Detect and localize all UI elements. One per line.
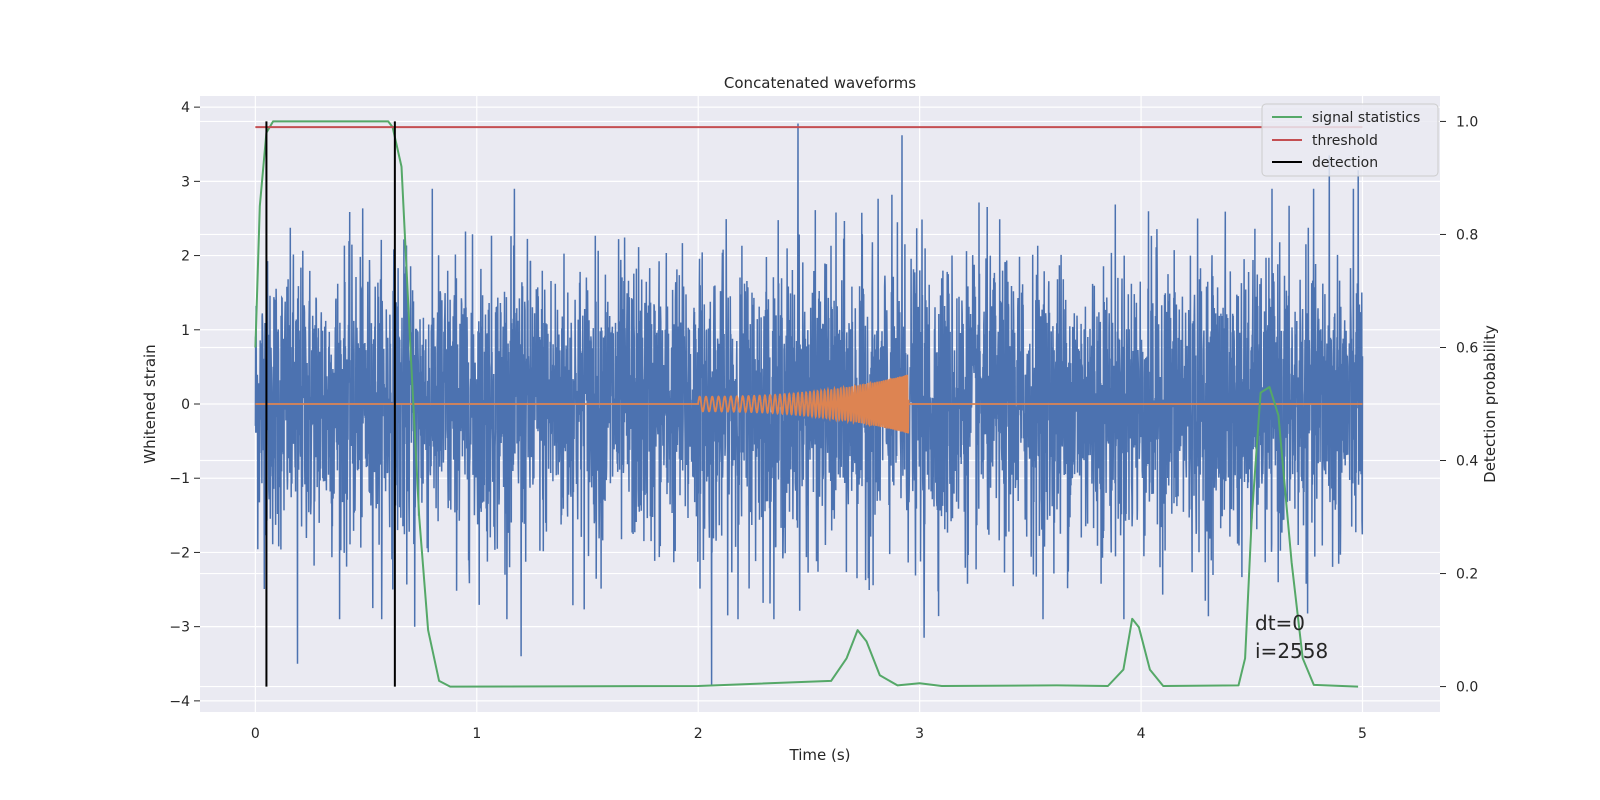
legend-box [1261,103,1439,177]
right-y-tick-label: 0.6 [1456,340,1478,356]
annotation-line-1: dt=0 [1255,611,1305,635]
y-tick-label: −2 [169,545,190,561]
y-tick-label: −3 [169,620,190,636]
y-tick-label: 0 [181,397,190,413]
x-axis-ticks: 0 1 2 3 4 5 [251,726,1367,742]
y-tick-label: 1 [181,323,190,339]
x-tick-label: 4 [1137,726,1146,742]
legend-label-threshold: threshold [1312,133,1378,149]
x-axis-title: Time (s) [789,746,851,764]
right-y-tick-label: 1.0 [1456,114,1478,130]
noise-line [254,123,1364,687]
chirp-line [255,374,1363,434]
signal-statistics-line [254,120,1359,688]
x-tick-label: 3 [915,726,924,742]
y-tick-label: 3 [181,174,190,190]
x-tick-label: 5 [1358,726,1367,742]
x-tick-label: 1 [472,726,481,742]
y-tick-label: 4 [181,100,190,116]
annotation: dt=0 i=2558 [1255,611,1328,663]
annotation-line-2: i=2558 [1255,639,1328,663]
x-tick-label: 0 [251,726,260,742]
right-y-axis-ticks: 0.0 0.2 0.4 0.6 0.8 1.0 [1440,114,1478,696]
right-y-axis-title: Detection probability [1481,325,1499,483]
chart-title: Concatenated waveforms [724,74,916,92]
y-tick-label: −1 [169,471,190,487]
signal-statistics-series [254,120,1359,688]
chirp-series [255,374,1363,434]
y-tick-label: 2 [181,249,190,265]
right-y-tick-label: 0.0 [1456,680,1478,696]
y-axis-title: Whitened strain [141,344,159,463]
x-tick-label: 2 [694,726,703,742]
right-y-tick-label: 0.4 [1456,454,1478,470]
y-tick-label: −4 [169,694,190,710]
right-y-tick-label: 0.2 [1456,567,1478,583]
legend-label-detection: detection [1312,155,1378,171]
legend-label-signal-statistics: signal statistics [1312,110,1420,126]
detection-series [265,121,396,687]
legend: signal statistics threshold detection [1261,103,1439,177]
noise-series [254,123,1364,687]
y-axis-ticks: −4 −3 −2 −1 0 1 2 3 4 [169,100,200,710]
right-y-tick-label: 0.8 [1456,227,1478,243]
